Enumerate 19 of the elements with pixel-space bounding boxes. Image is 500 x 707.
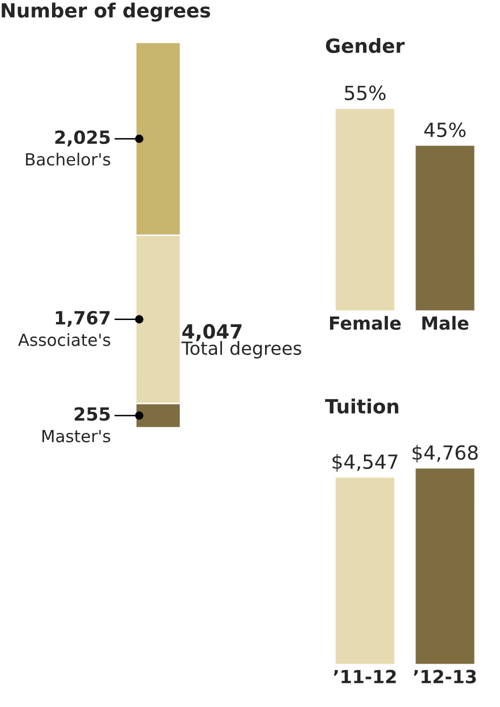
x-tick-label: Female: [330, 316, 401, 330]
chart-title: Number of degrees: [2, 2, 210, 22]
x-tick-label: ’11-12: [334, 670, 396, 684]
series-label: Associate's: [18, 333, 110, 346]
data-label: 2,025: [55, 130, 110, 146]
chart-title: Tuition: [325, 398, 398, 414]
data-label: $4,768: [412, 444, 478, 462]
data-label: 255: [74, 407, 110, 421]
series-label: Bachelor's: [26, 152, 110, 166]
data-label: $4,547: [332, 454, 398, 472]
data-label: 1,767: [56, 310, 110, 327]
text: Total degrees: [181, 341, 302, 359]
chart-title: Gender: [326, 38, 405, 54]
x-tick-label: Male: [422, 316, 468, 330]
text: 4,047: [182, 324, 242, 342]
x-tick-label: ’12-13: [414, 670, 476, 684]
data-label: 45%: [424, 122, 466, 138]
data-label: 55%: [344, 86, 386, 100]
series-label: Master's: [42, 430, 110, 442]
